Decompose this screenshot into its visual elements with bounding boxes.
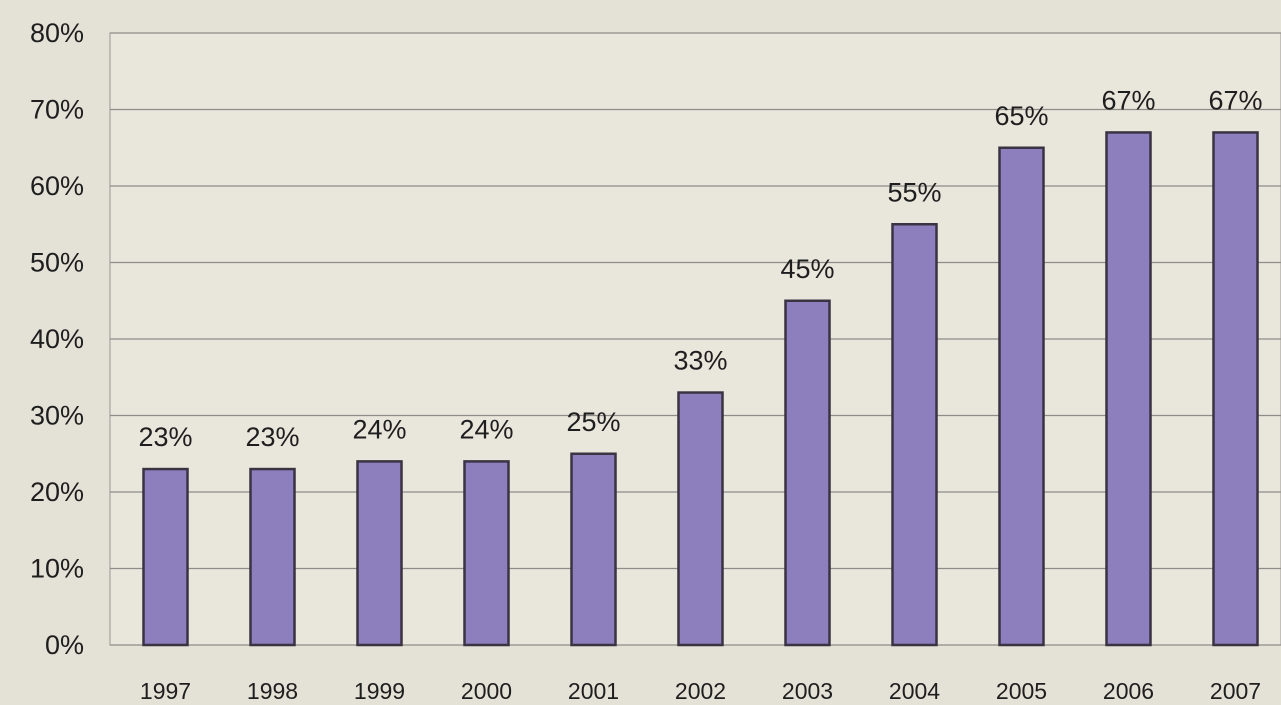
x-tick-label: 2003 [782,678,833,704]
data-label: 23% [138,422,192,452]
y-tick-label: 50% [30,248,84,278]
x-tick-label: 2005 [996,678,1047,704]
data-label: 67% [1101,86,1155,116]
y-tick-label: 0% [45,630,84,660]
x-tick-label: 2002 [675,678,726,704]
bar [142,467,189,647]
data-label: 25% [566,407,620,437]
x-tick-label: 2000 [461,678,512,704]
data-label: 24% [352,415,406,445]
y-tick-label: 10% [30,554,84,584]
y-tick-label: 80% [30,18,84,48]
bar [998,146,1045,647]
data-label: 24% [459,415,513,445]
y-tick-label: 20% [30,477,84,507]
bar [677,391,724,647]
bar [784,299,831,647]
x-tick-label: 2001 [568,678,619,704]
y-tick-label: 40% [30,324,84,354]
bar [1212,131,1259,647]
x-tick-label: 1997 [140,678,191,704]
x-tick-label: 1998 [247,678,298,704]
data-label: 23% [245,422,299,452]
bar [891,223,938,647]
bar [249,467,296,647]
y-tick-label: 70% [30,95,84,125]
bar [1105,131,1152,647]
x-tick-label: 1999 [354,678,405,704]
y-tick-label: 30% [30,401,84,431]
data-label: 33% [673,346,727,376]
x-tick-label: 2007 [1210,678,1261,704]
bar [463,460,510,647]
x-tick-label: 2006 [1103,678,1154,704]
bar [570,452,617,647]
data-label: 65% [994,101,1048,131]
data-label: 45% [780,254,834,284]
data-label: 55% [887,177,941,207]
data-label: 67% [1208,86,1262,116]
bar [356,460,403,647]
y-tick-label: 60% [30,171,84,201]
x-tick-label: 2004 [889,678,940,704]
